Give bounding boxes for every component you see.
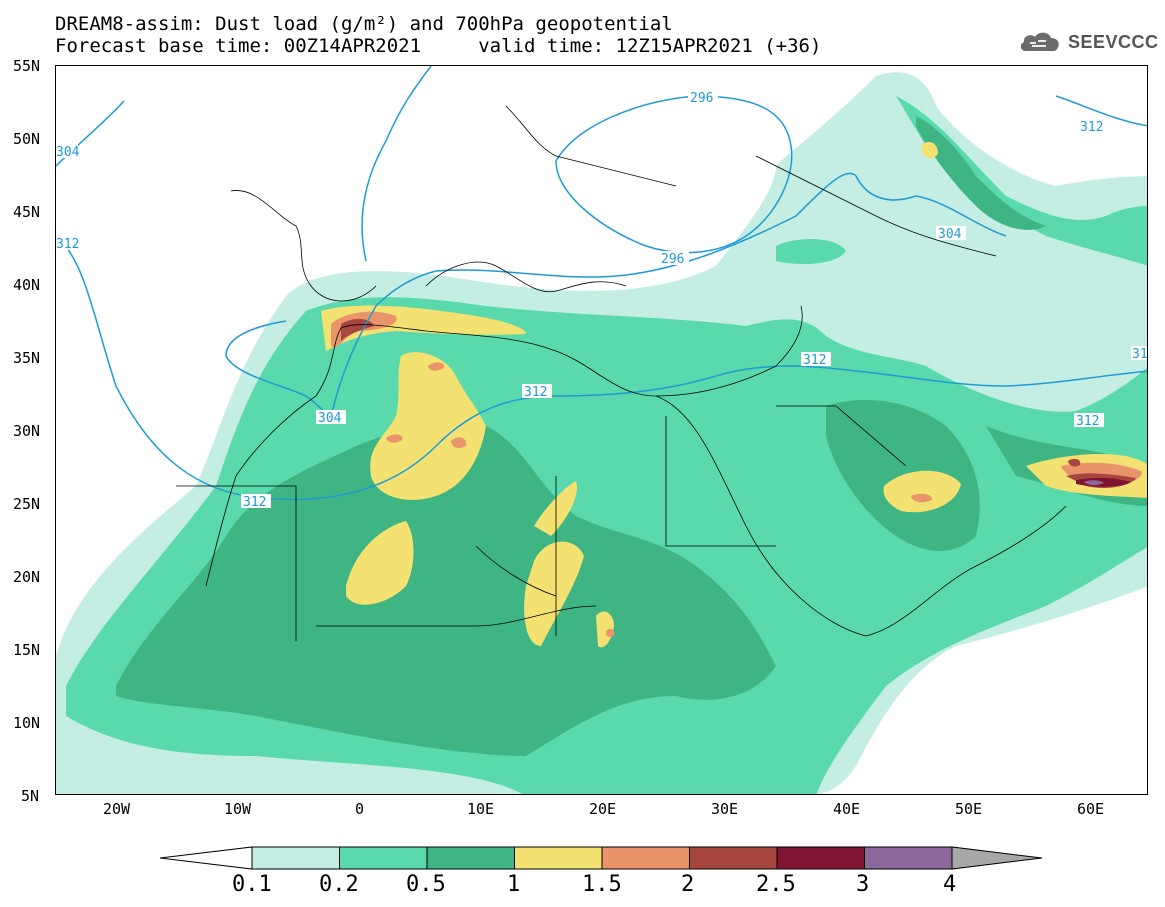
colorbar-swatch <box>601 846 690 870</box>
title-line-2: Forecast base time: 00Z14APR2021 valid t… <box>55 35 822 57</box>
logo-text: SEEVCCC <box>1068 31 1159 52</box>
dust-field-1-saudi <box>883 470 961 513</box>
dust-field-0-5-caspian <box>916 116 1046 230</box>
dust-field-1-5-saudi <box>911 493 933 503</box>
contour-label: 304 <box>318 411 342 426</box>
title-line-1: DREAM8-assim: Dust load (g/m²) and 700hP… <box>55 13 673 35</box>
contour-304-nw <box>56 100 125 167</box>
contour-label: 296 <box>661 252 684 267</box>
dust-field-2-oman-2 <box>1068 458 1081 467</box>
lat-label: 10N <box>13 714 41 732</box>
contour-304-main <box>225 172 1007 417</box>
lon-label: 30E <box>711 800 739 818</box>
colorbar-label: 2.5 <box>756 872 796 897</box>
colorbar-swatch <box>689 846 778 870</box>
colorbar-label: 0.2 <box>319 872 359 897</box>
dust-field-1-5-iberia <box>331 311 397 348</box>
dust-field-3-oman <box>1084 480 1104 486</box>
colorbar-swatch <box>776 846 865 870</box>
dust-field-1-chad <box>596 611 614 648</box>
lat-label: 5N <box>21 787 40 805</box>
colorbar <box>159 845 1045 875</box>
lon-label: 40E <box>833 800 861 818</box>
colorbar-swatch <box>426 846 515 870</box>
lat-label: 55N <box>13 57 41 75</box>
dust-field-1-5-algeria-3 <box>428 362 445 371</box>
contour-label: 296 <box>690 91 713 106</box>
lon-label: 60E <box>1077 800 1105 818</box>
colorbar-label: 3 <box>856 872 870 897</box>
colorbar-label: 0.5 <box>406 872 446 897</box>
lat-label: 50N <box>13 130 41 148</box>
dust-field-0-5-sahara <box>116 422 776 756</box>
lat-label: 30N <box>13 422 41 440</box>
colorbar-swatch <box>339 846 428 870</box>
colorbar-label: 1 <box>507 872 521 897</box>
contour-labels: 304 296 312 312 296 304 312 304 312 312 … <box>56 90 1148 510</box>
dust-field-1-niger <box>524 541 584 646</box>
colorbar-swatch <box>514 846 603 870</box>
colorbar-svg <box>159 846 1043 870</box>
contour-label: 312 <box>524 385 547 400</box>
dust-field-1-5-yemen <box>605 628 615 637</box>
colorbar-label: 0.1 <box>232 872 272 897</box>
contour-label: 312 <box>1080 120 1103 135</box>
map-canvas: 304 296 312 312 296 304 312 304 312 312 … <box>56 66 1148 794</box>
dust-field-1-5-algeria-1 <box>386 434 403 443</box>
coastlines <box>176 105 1067 641</box>
dust-fields <box>56 72 1147 794</box>
colorbar-label: 2 <box>681 872 695 897</box>
dust-field-1-algeria <box>370 352 486 500</box>
lat-label: 15N <box>13 641 41 659</box>
lat-label: 40N <box>13 276 41 294</box>
contour-label: 312 <box>803 353 826 368</box>
lat-label: 25N <box>13 495 41 513</box>
colorbar-label: 4 <box>943 872 957 897</box>
contour-296 <box>555 95 793 254</box>
contour-304-europe <box>361 66 432 262</box>
colorbar-swatch <box>864 846 953 870</box>
contour-label: 312 <box>243 495 266 510</box>
contour-label: 312 <box>56 237 79 252</box>
colorbar-swatch <box>251 846 340 870</box>
dust-field-1-libya <box>534 481 577 536</box>
colorbar-label: 1.5 <box>582 872 622 897</box>
lon-label: 50E <box>955 800 983 818</box>
colorbar-low-arrow <box>159 846 253 870</box>
lon-label: 0 <box>355 800 365 818</box>
lat-label: 45N <box>13 203 41 221</box>
logo: SEEVCCC <box>1018 28 1159 56</box>
cloud-icon <box>1020 32 1059 51</box>
lon-label: 20E <box>589 800 617 818</box>
contour-label: 304 <box>56 145 80 160</box>
contour-312-east <box>1055 95 1147 127</box>
dust-field-1-mali <box>346 521 414 605</box>
contour-label: 304 <box>938 227 962 242</box>
contour-label: 31 <box>1132 347 1148 362</box>
lon-label: 20W <box>103 800 131 818</box>
dust-field-0-2-ne <box>896 96 1147 266</box>
dust-map: 304 296 312 312 296 304 312 304 312 312 … <box>55 65 1148 795</box>
dust-field-1-5-algeria-2 <box>451 437 467 449</box>
lat-label: 20N <box>13 568 41 586</box>
dust-field-1-kazakh <box>921 141 938 159</box>
contour-label: 312 <box>1076 414 1099 429</box>
lon-label: 10W <box>224 800 252 818</box>
colorbar-high-arrow <box>951 846 1043 870</box>
dust-field-0-2-blacksea <box>776 239 846 264</box>
lat-label: 35N <box>13 349 41 367</box>
lon-label: 10E <box>467 800 495 818</box>
